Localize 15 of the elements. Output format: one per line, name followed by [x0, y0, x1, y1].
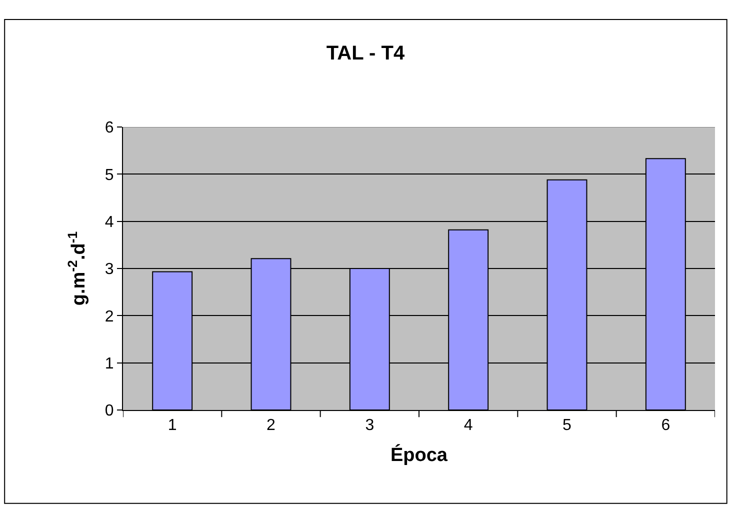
- x-tick-label: 4: [464, 417, 473, 434]
- y-tick-label: 6: [104, 120, 114, 137]
- x-axis-title: Época: [390, 444, 448, 466]
- x-tick-label: 3: [365, 417, 374, 434]
- y-tick-label: 1: [104, 355, 114, 372]
- y-tick-label: 0: [104, 402, 114, 420]
- y-tick-label: 4: [104, 214, 114, 231]
- y-tick-label: 3: [104, 261, 114, 278]
- x-tick-label: 6: [661, 417, 670, 434]
- y-tick-label: 2: [104, 308, 114, 326]
- x-tick-label: 1: [168, 417, 177, 434]
- y-tick-label: 5: [104, 166, 114, 184]
- x-tick-label: 5: [562, 417, 572, 434]
- chart-title: TAL - T4: [326, 42, 406, 65]
- x-tick-label: 2: [266, 417, 276, 434]
